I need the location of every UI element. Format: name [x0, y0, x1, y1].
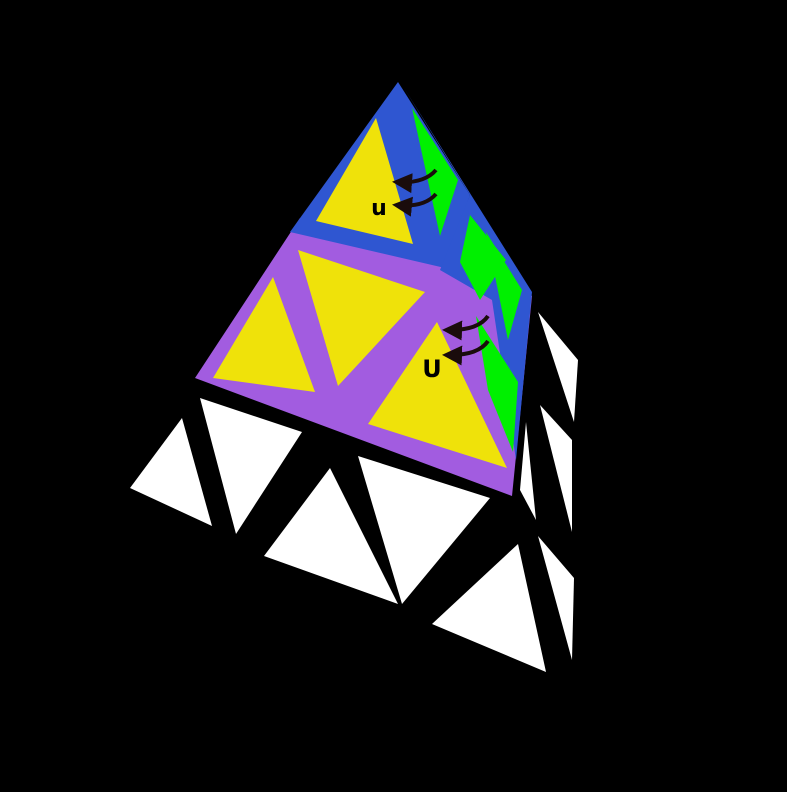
move-U-arrow-2 [442, 339, 490, 366]
right-sticker-upper-2 [486, 232, 522, 340]
right-sticker-upper-1 [460, 215, 506, 300]
bottom-sticker-1 [130, 418, 212, 526]
front-sticker-left [213, 277, 315, 392]
right-sticker-white-4 [538, 536, 574, 660]
move-U-arrow-1 [442, 314, 490, 341]
tip-front-sticker [316, 118, 413, 244]
bottom-sticker-5 [432, 544, 546, 672]
bottom-sticker-2 [200, 398, 302, 534]
move-U-label: U [422, 355, 442, 383]
move-u-arrow-2 [392, 192, 438, 217]
front-sticker-right [368, 322, 507, 468]
bottom-sticker-4 [358, 456, 490, 604]
bottom-sticker-3 [264, 468, 398, 604]
move-u-arrow-1 [392, 168, 438, 194]
right-sticker-white-2 [540, 405, 572, 532]
right-sticker-upper-3 [476, 316, 518, 452]
right-sticker-white-1 [538, 312, 578, 422]
right-sticker-white-3 [520, 422, 536, 520]
move-u-label: u [371, 196, 387, 221]
front-sticker-center-up [298, 250, 425, 386]
